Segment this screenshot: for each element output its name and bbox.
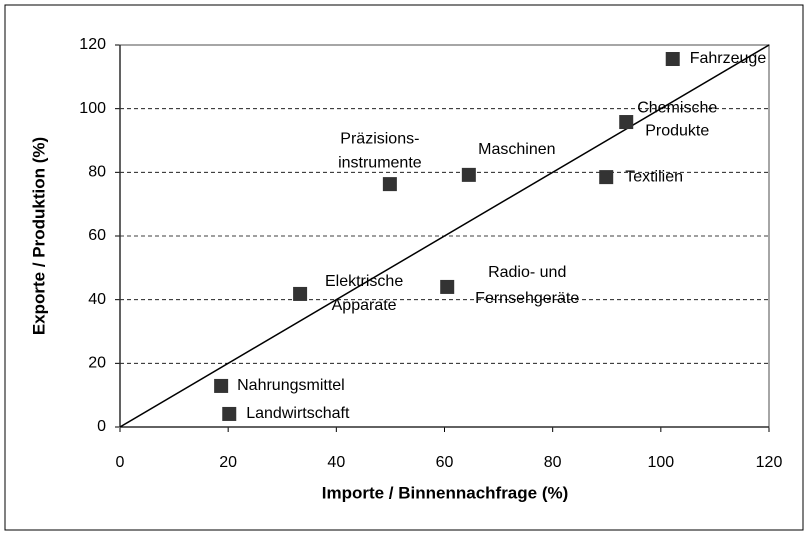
point-label: Chemische	[637, 99, 717, 116]
point-label: Textilien	[625, 168, 683, 185]
x-tick-label: 80	[544, 454, 562, 471]
y-tick-label: 20	[88, 355, 106, 372]
point-label: Fahrzeuge	[690, 50, 767, 67]
x-axis-title: Importe / Binnennachfrage (%)	[322, 483, 569, 502]
point	[599, 170, 614, 185]
x-tick-label: 0	[116, 454, 125, 471]
x-tick-label: 100	[647, 454, 674, 471]
point-label: Maschinen	[478, 141, 555, 158]
x-tick-label: 40	[327, 454, 345, 471]
y-tick-label: 100	[79, 100, 106, 117]
point-label: Apparate	[332, 297, 397, 314]
point	[665, 52, 680, 67]
y-tick-label: 40	[88, 291, 106, 308]
y-tick-label: 0	[97, 418, 106, 435]
point-label: instrumente	[338, 154, 422, 171]
point-label: Elektrische	[325, 273, 403, 290]
x-tick-label: 60	[436, 454, 454, 471]
x-tick-label: 120	[756, 454, 783, 471]
point	[222, 406, 237, 421]
chart-border	[4, 4, 804, 531]
x-tick-label: 20	[219, 454, 237, 471]
point-label: Präzisions-	[340, 130, 419, 147]
y-tick-label: 120	[79, 36, 106, 53]
y-axis-title: Exporte / Produktion (%)	[29, 137, 48, 335]
y-tick-label: 60	[88, 227, 106, 244]
point	[214, 378, 229, 393]
point-label: Produkte	[645, 122, 709, 139]
point	[619, 115, 634, 130]
point	[293, 286, 308, 301]
point-label: Fernsehgeräte	[475, 290, 579, 307]
point	[461, 167, 476, 182]
point-label: Nahrungsmittel	[237, 377, 345, 394]
y-tick-label: 80	[88, 164, 106, 181]
diagonal-line	[119, 44, 770, 428]
point-label: Landwirtschaft	[246, 405, 350, 422]
point-label: Radio- und	[488, 264, 566, 281]
point	[440, 279, 455, 294]
point	[382, 177, 397, 192]
